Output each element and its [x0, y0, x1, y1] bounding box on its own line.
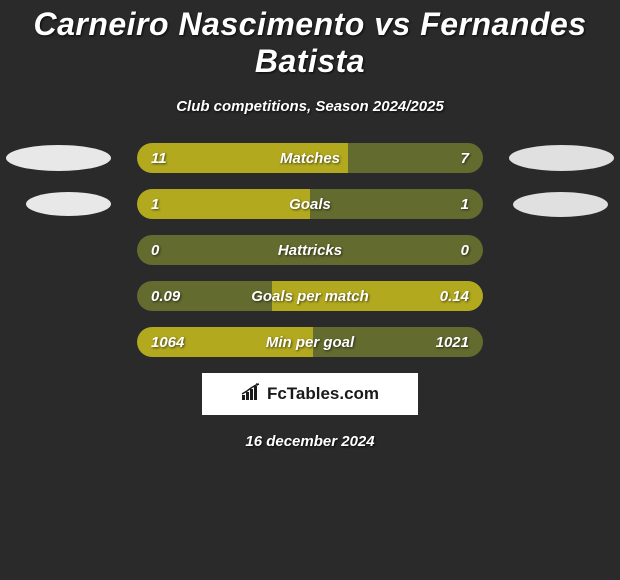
- stat-value-right: 1021: [436, 334, 469, 351]
- stat-label: Goals per match: [251, 288, 369, 305]
- stat-row-matches: 11 Matches 7: [0, 143, 620, 173]
- stat-bar: 11 Matches 7: [137, 143, 483, 173]
- stat-bar: 1064 Min per goal 1021: [137, 327, 483, 357]
- stat-value-left: 0.09: [151, 288, 180, 305]
- stat-value-right: 7: [461, 150, 469, 167]
- stat-label: Hattricks: [278, 242, 342, 259]
- stat-value-left: 1064: [151, 334, 184, 351]
- stat-row-goals-per-match: 0.09 Goals per match 0.14: [0, 281, 620, 311]
- stat-bar: 0.09 Goals per match 0.14: [137, 281, 483, 311]
- player-avatar-right: [509, 145, 614, 171]
- stat-label: Matches: [280, 150, 340, 167]
- date-label: 16 december 2024: [0, 433, 620, 450]
- page-title: Carneiro Nascimento vs Fernandes Batista: [0, 0, 620, 80]
- stat-value-left: 0: [151, 242, 159, 259]
- stat-value-left: 1: [151, 196, 159, 213]
- comparison-card: Carneiro Nascimento vs Fernandes Batista…: [0, 0, 620, 450]
- stat-bar: 1 Goals 1: [137, 189, 483, 219]
- stat-value-right: 0.14: [440, 288, 469, 305]
- stat-value-right: 0: [461, 242, 469, 259]
- stat-bar: 0 Hattricks 0: [137, 235, 483, 265]
- player-avatar-right: [513, 192, 608, 217]
- stats-area: 11 Matches 7 1 Goals 1 0 Hattricks: [0, 143, 620, 357]
- bar-fill-left: [137, 189, 310, 219]
- stat-row-hattricks: 0 Hattricks 0: [0, 235, 620, 265]
- stat-row-min-per-goal: 1064 Min per goal 1021: [0, 327, 620, 357]
- stat-label: Min per goal: [266, 334, 354, 351]
- player-avatar-left: [6, 145, 111, 171]
- logo-box[interactable]: FcTables.com: [202, 373, 418, 415]
- stat-label: Goals: [289, 196, 331, 213]
- stat-row-goals: 1 Goals 1: [0, 189, 620, 219]
- player-avatar-left: [26, 192, 111, 216]
- logo-text: FcTables.com: [267, 384, 379, 404]
- subtitle: Club competitions, Season 2024/2025: [0, 98, 620, 115]
- stat-value-left: 11: [151, 150, 167, 167]
- chart-icon: [241, 383, 263, 406]
- stat-value-right: 1: [461, 196, 469, 213]
